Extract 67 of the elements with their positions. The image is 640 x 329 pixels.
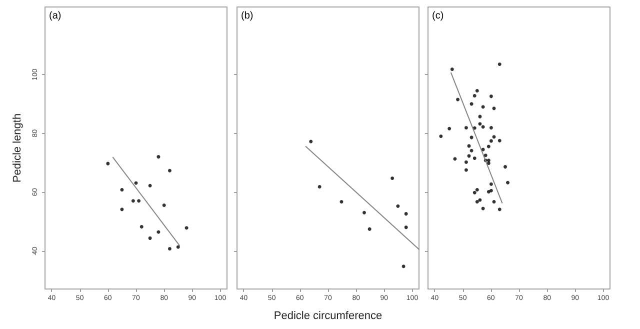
point [498,138,502,142]
point [498,62,502,66]
point [481,125,485,129]
point [503,165,507,169]
point [453,157,457,161]
point [120,188,124,192]
point [492,135,496,139]
point [448,126,452,130]
point [106,162,110,166]
point [402,264,406,268]
point [486,158,490,162]
point [489,182,493,186]
point [478,122,482,126]
point [470,148,474,152]
point [156,155,160,159]
point [475,188,479,192]
y-axis-title: Pedicle length [12,113,24,183]
annotation: (b) [241,10,254,22]
point [450,68,454,72]
point [475,200,479,204]
point [489,139,493,143]
point [168,247,172,251]
point [140,224,144,228]
annotation: (c) [432,10,444,22]
point [478,114,482,118]
x-axis-title: Pedicle circumference [274,310,382,322]
point [309,140,313,144]
point [464,160,468,164]
point [492,106,496,110]
point [368,227,372,231]
point [148,236,152,240]
point [162,204,166,208]
point [362,210,366,214]
point [464,168,468,172]
point [464,126,468,130]
point [131,199,135,203]
point [396,204,400,208]
point [404,226,408,230]
point [472,156,476,160]
point [176,245,180,249]
point [489,126,493,130]
point [492,200,496,204]
point [318,185,322,189]
point [486,162,490,166]
point [470,102,474,106]
point [475,88,479,92]
point [456,98,460,102]
point [472,190,476,194]
point [137,199,141,203]
point [184,226,188,230]
point [168,168,172,172]
annotation: (a) [49,10,62,22]
point [472,94,476,98]
point [486,190,490,194]
point [148,184,152,188]
point [120,208,124,212]
point [498,208,502,212]
point [390,176,394,180]
point [489,94,493,98]
point [470,136,474,140]
point [506,180,510,184]
point [481,105,485,109]
point [439,134,443,138]
point [486,144,490,148]
point [484,154,488,158]
point [340,200,344,204]
point [404,212,408,216]
